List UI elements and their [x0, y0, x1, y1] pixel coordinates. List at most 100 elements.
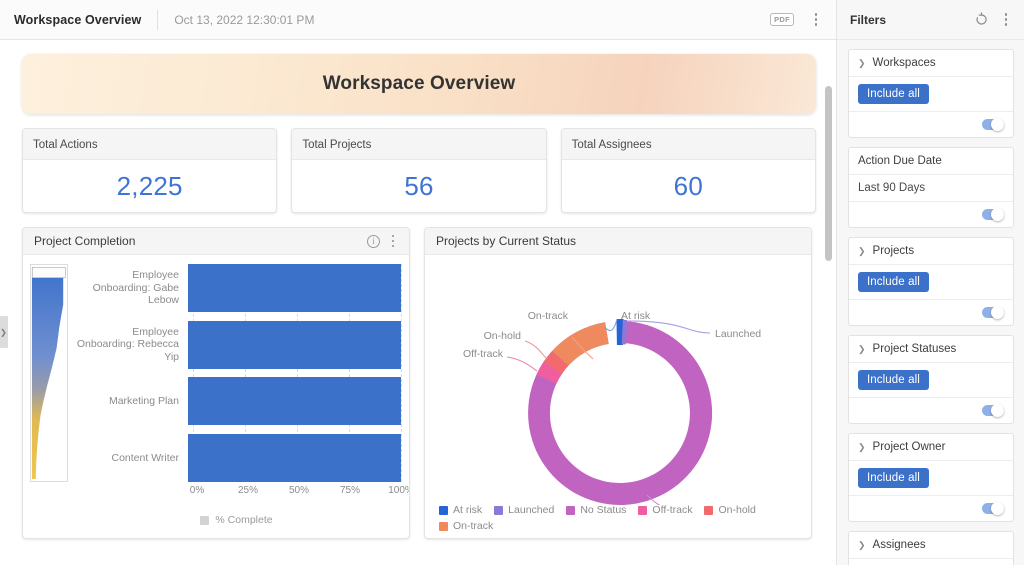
filter-toggle-row	[849, 112, 1013, 137]
filter-value-row[interactable]: Last 90 Days	[849, 175, 1013, 202]
legend-swatch-no-status	[566, 505, 576, 515]
donut-slice-launched[interactable]	[621, 319, 628, 345]
donut-svg[interactable]: On-track On-hold Off-track At risk Launc…	[425, 255, 811, 516]
x-tick: 0%	[189, 485, 205, 496]
card-header: Project Completion i	[23, 228, 409, 255]
filters-header: Filters	[837, 0, 1024, 40]
filters-title: Filters	[850, 12, 887, 27]
minimap-scroll-handle[interactable]	[32, 267, 66, 278]
bar-fill	[188, 264, 401, 312]
kpi-value: 2,225	[116, 170, 183, 201]
projects-by-status-card: Projects by Current Status	[424, 227, 812, 539]
kpi-card-total-actions[interactable]: Total Actions 2,225	[22, 128, 278, 213]
x-tick: 100%	[388, 485, 409, 496]
filter-toggle[interactable]	[982, 118, 1004, 131]
bar-fill	[188, 320, 401, 369]
donut-slice-off-track[interactable]	[536, 361, 562, 384]
chart-scroll-minimap[interactable]	[30, 264, 68, 482]
leader-line-at-risk	[604, 318, 618, 332]
filter-toggle[interactable]	[982, 306, 1004, 319]
chevron-right-icon[interactable]: ❯	[858, 245, 866, 256]
kpi-body: 60	[562, 160, 815, 212]
filter-action-row: Include all	[849, 559, 1013, 565]
filter-header-project-statuses[interactable]: ❯ Project Statuses	[849, 336, 1013, 363]
bar-track	[188, 264, 401, 312]
minimap-shape	[31, 266, 64, 480]
content-scrollbar[interactable]	[825, 86, 832, 261]
kpi-row: Total Actions 2,225 Total Projects 56	[22, 128, 816, 213]
reset-icon[interactable]	[974, 12, 989, 27]
filter-toggle[interactable]	[982, 208, 1004, 221]
chevron-right-icon[interactable]: ❯	[858, 539, 866, 550]
legend-item-off-track[interactable]: Off-track	[638, 504, 692, 516]
donut-slice-on-hold[interactable]	[543, 351, 569, 374]
legend-item-launched[interactable]: Launched	[494, 504, 554, 516]
pdf-export-icon[interactable]: PDF	[770, 13, 794, 26]
kebab-menu-icon[interactable]	[386, 231, 400, 251]
card-title: Project Completion	[34, 234, 136, 248]
include-all-button[interactable]: Include all	[858, 370, 929, 390]
legend-swatch-percent-complete	[200, 515, 210, 525]
project-completion-card: Project Completion i	[22, 227, 410, 539]
chevron-right-icon[interactable]: ❯	[858, 57, 866, 68]
kpi-value: 60	[673, 170, 703, 201]
filter-group-projects: ❯ Projects Include all	[848, 237, 1014, 326]
kpi-body: 56	[292, 160, 545, 212]
legend-item-on-track[interactable]: On-track	[439, 520, 493, 532]
chevron-right-icon[interactable]: ❯	[858, 441, 866, 452]
filter-header-project-owner[interactable]: ❯ Project Owner	[849, 434, 1013, 461]
leader-line-on-hold	[524, 340, 548, 360]
kpi-card-total-assignees[interactable]: Total Assignees 60	[560, 128, 816, 213]
kpi-header: Total Assignees	[561, 129, 815, 160]
kebab-menu-icon[interactable]	[998, 10, 1014, 30]
kebab-menu-icon[interactable]	[808, 10, 824, 30]
bar-fill	[188, 433, 401, 482]
bar-row[interactable]: Marketing Plan	[72, 377, 401, 426]
include-all-button[interactable]: Include all	[858, 84, 929, 104]
info-icon[interactable]: i	[367, 234, 380, 248]
kpi-card-total-projects[interactable]: Total Projects 56	[291, 128, 547, 213]
kpi-value: 56	[404, 170, 434, 201]
bar-row[interactable]: Employee Onboarding: Gabe Lebow	[72, 264, 401, 312]
include-all-button[interactable]: Include all	[858, 468, 929, 488]
filter-label: Assignees	[872, 539, 926, 551]
donut-slice-at-risk[interactable]	[616, 318, 624, 346]
page-title: Workspace Overview	[14, 12, 142, 27]
filter-header-projects[interactable]: ❯ Projects	[849, 238, 1013, 265]
filter-group-assignees: ❯ Assignees Include all	[848, 531, 1014, 565]
filter-header-assignees[interactable]: ❯ Assignees	[849, 532, 1013, 559]
filters-collapse-handle[interactable]: ❯	[0, 316, 8, 348]
legend-label: Launched	[508, 504, 555, 516]
legend-item-no-status[interactable]: No Status	[566, 504, 626, 516]
bar-label: Marketing Plan	[108, 395, 179, 408]
legend-label: At risk	[453, 504, 483, 516]
leader-line-off-track	[506, 356, 538, 372]
donut-slice-on-track[interactable]	[552, 322, 609, 366]
card-header: Projects by Current Status	[425, 228, 811, 255]
bar-row[interactable]: Employee Onboarding: Rebecca Yip	[72, 320, 401, 369]
donut-label-on-hold: On-hold	[484, 330, 522, 342]
filter-toggle[interactable]	[982, 502, 1004, 515]
bar-legend: % Complete	[72, 514, 401, 526]
legend-swatch-at-risk	[439, 505, 448, 515]
x-tick: 50%	[288, 485, 310, 496]
legend-item-at-risk[interactable]: At risk	[439, 504, 482, 516]
legend-item-on-hold[interactable]: On-hold	[704, 504, 756, 516]
donut-label-off-track: Off-track	[463, 348, 504, 360]
include-all-button[interactable]: Include all	[858, 272, 929, 292]
bar-track	[188, 433, 401, 482]
bar-row[interactable]: Content Writer	[72, 433, 401, 482]
dashboard-scroll-area[interactable]: Workspace Overview Total Actions 2,225 T…	[0, 40, 836, 565]
filters-list[interactable]: ❯ Workspaces Include all Action Due Date…	[837, 40, 1024, 565]
filter-toggle-row	[849, 202, 1013, 227]
bar-fill	[188, 377, 401, 426]
filter-toggle[interactable]	[982, 404, 1004, 417]
filter-value: Last 90 Days	[858, 182, 926, 194]
filter-header-workspaces[interactable]: ❯ Workspaces	[849, 50, 1013, 77]
bar-track	[188, 377, 401, 426]
filter-header-action-due-date[interactable]: Action Due Date	[849, 148, 1013, 175]
chevron-right-icon[interactable]: ❯	[858, 343, 866, 354]
legend-label: % Complete	[215, 514, 273, 526]
filter-action-row: Include all	[849, 77, 1013, 112]
